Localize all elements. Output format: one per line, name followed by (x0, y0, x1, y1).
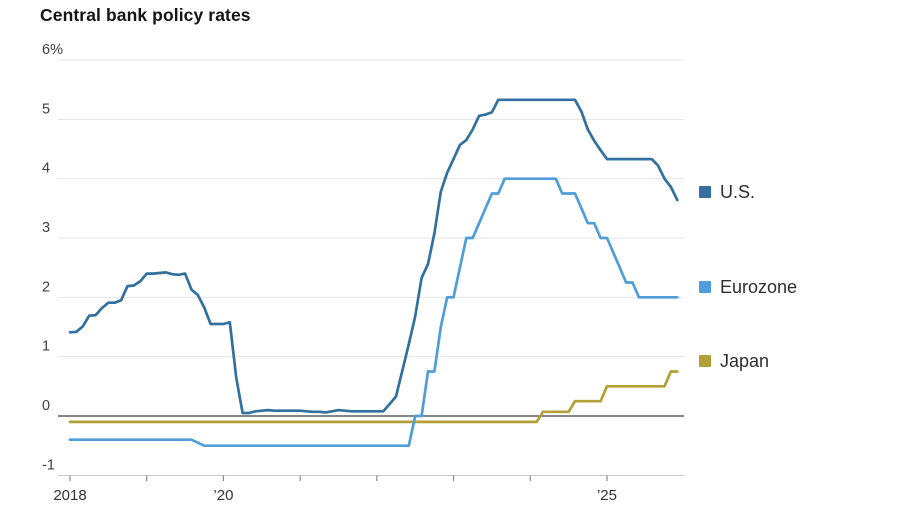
x-axis-label: 2018 (53, 487, 86, 504)
x-axis-label: ’25 (597, 487, 617, 504)
legend: U.S. Eurozone Japan (699, 0, 899, 510)
y-axis-label: 5 (42, 101, 50, 117)
x-axis-label: ’20 (213, 487, 233, 504)
line-eurozone (68, 177, 679, 448)
legend-item-japan: Japan (699, 351, 769, 371)
legend-item-us: U.S. (699, 182, 755, 202)
y-axis-label: 2 (42, 279, 50, 295)
y-axis-label: 4 (42, 161, 50, 177)
line-japan (68, 370, 679, 424)
japan-series-swatch-icon (699, 355, 711, 367)
legend-label-japan: Japan (720, 351, 770, 371)
legend-item-eurozone: Eurozone (699, 277, 797, 297)
us-series-swatch-icon (699, 186, 711, 198)
y-axis-label: 3 (42, 220, 50, 236)
y-axis-label: 1 (42, 339, 50, 355)
eurozone-series-swatch-icon (699, 281, 711, 293)
y-axis-label: 6% (42, 42, 63, 58)
legend-label-us: U.S. (720, 182, 756, 202)
chart-title: Central bank policy rates (40, 5, 251, 25)
y-axis-label: 0 (42, 398, 50, 414)
line-u-s (68, 98, 679, 415)
legend-label-eurozone: Eurozone (720, 277, 798, 297)
y-axis-label: -1 (42, 458, 55, 474)
